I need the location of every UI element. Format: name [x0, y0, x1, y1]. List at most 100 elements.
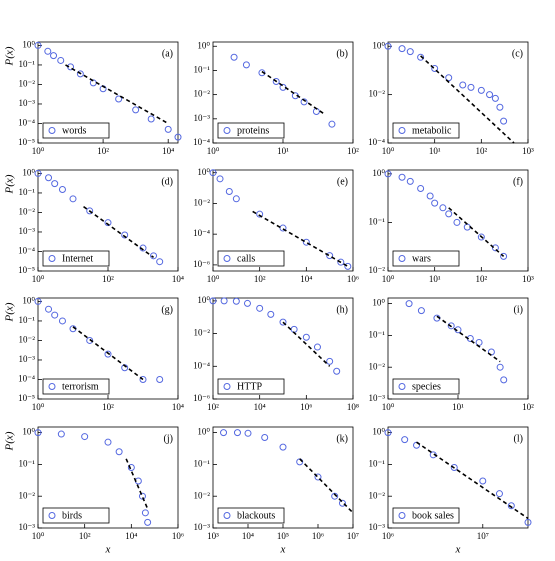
data-point — [496, 363, 504, 371]
panel-label: (e) — [337, 176, 348, 187]
x-tick-label: 10⁴ — [172, 274, 184, 284]
panel-label: (f) — [513, 176, 523, 187]
legend-marker — [48, 255, 56, 262]
data-point — [209, 297, 217, 305]
data-point — [445, 210, 453, 218]
data-point — [302, 333, 310, 341]
y-tick-label: 10⁰ — [22, 39, 35, 49]
data-point — [156, 258, 164, 266]
legend-box — [42, 507, 110, 524]
y-tick-label: 10⁻² — [19, 207, 36, 217]
data-point — [500, 252, 508, 260]
x-tick-label: 10⁸ — [347, 402, 359, 412]
data-point — [45, 305, 53, 313]
y-tick-label: 10⁰ — [197, 295, 210, 305]
legend: proteins — [217, 122, 285, 139]
x-tick-label: 10² — [102, 402, 114, 412]
data-point — [242, 61, 250, 69]
y-tick-label: 10⁻¹ — [19, 187, 36, 197]
x-tick-label: 10⁴ — [254, 402, 266, 412]
y-axis-label: P(x) — [4, 302, 16, 322]
y-tick-label: 10⁰ — [372, 168, 385, 178]
data-point — [57, 430, 65, 438]
data-point — [398, 45, 406, 53]
x-tick-label: 10⁷ — [477, 531, 489, 541]
data-point — [426, 192, 434, 200]
data-point — [431, 199, 439, 207]
data-point — [337, 258, 345, 266]
data-point — [57, 56, 65, 64]
data-point — [445, 74, 453, 82]
legend-label: Internet — [62, 253, 93, 264]
data-point — [313, 343, 321, 351]
legend-box — [217, 378, 285, 395]
x-tick-label: 10⁷ — [347, 531, 359, 541]
data-point — [244, 429, 252, 437]
data-point — [127, 463, 135, 471]
data-point — [417, 184, 425, 192]
data-point — [491, 94, 499, 102]
axes-frame — [387, 41, 529, 144]
legend-marker — [223, 383, 231, 390]
data-point — [138, 492, 146, 500]
data-point — [139, 375, 147, 383]
data-point — [401, 436, 409, 444]
data-point — [50, 52, 58, 60]
data-point — [58, 186, 66, 194]
y-tick-label: 10⁻⁴ — [368, 137, 385, 147]
data-point — [384, 429, 392, 437]
legend-marker — [223, 127, 231, 134]
data-point — [384, 42, 392, 50]
y-tick-label: 10⁻² — [369, 490, 386, 500]
data-point — [233, 429, 241, 437]
data-point — [326, 252, 334, 260]
data-point — [256, 210, 264, 218]
data-point — [230, 53, 238, 61]
x-tick-label: 10² — [97, 146, 109, 156]
data-point — [417, 53, 425, 61]
legend: terrorism — [42, 378, 110, 395]
x-tick-label: 10⁰ — [32, 274, 45, 284]
y-tick-label: 10⁻² — [369, 361, 386, 371]
y-tick-label: 10⁻³ — [369, 393, 386, 403]
x-tick-label: 10¹ — [429, 274, 441, 284]
legend-marker — [398, 255, 406, 262]
y-tick-label: 10⁻² — [19, 335, 36, 345]
fit-line — [282, 321, 331, 367]
axes-frame — [387, 426, 529, 529]
data-point — [220, 429, 228, 437]
data-point — [104, 219, 112, 227]
data-point — [279, 318, 287, 326]
x-tick-label: 10⁰ — [207, 146, 220, 156]
legend-box — [217, 122, 285, 139]
y-tick-label: 10⁰ — [372, 427, 385, 437]
y-tick-label: 10⁰ — [372, 40, 385, 50]
data-point — [256, 304, 264, 312]
legend-label: terrorism — [62, 381, 99, 392]
data-point — [302, 238, 310, 246]
y-tick-label: 10⁰ — [197, 427, 210, 437]
x-tick-label: 10¹ — [429, 146, 441, 156]
data-point — [34, 297, 42, 305]
y-tick-label: 10⁻³ — [194, 522, 211, 532]
panel-label: (i) — [514, 304, 523, 315]
legend-marker — [398, 127, 406, 134]
x-tick-label: 10⁰ — [32, 531, 45, 541]
x-tick-label: 10⁰ — [382, 274, 395, 284]
y-tick-label: 10⁰ — [22, 167, 35, 177]
x-tick-label: 10² — [254, 274, 266, 284]
legend-box — [42, 250, 110, 267]
data-point — [475, 338, 483, 346]
panel-label: (d) — [161, 176, 173, 187]
data-point — [300, 98, 308, 106]
y-tick-label: 10⁻³ — [19, 522, 36, 532]
fit-line — [252, 210, 349, 268]
y-tick-label: 10⁰ — [197, 167, 210, 177]
y-tick-label: 10⁻³ — [369, 522, 386, 532]
data-point — [58, 317, 66, 325]
data-point — [86, 207, 94, 215]
y-tick-label: 10⁻⁴ — [18, 246, 35, 256]
data-point — [243, 299, 251, 307]
y-tick-label: 10⁻¹ — [369, 216, 386, 226]
legend-label: proteins — [237, 125, 269, 136]
